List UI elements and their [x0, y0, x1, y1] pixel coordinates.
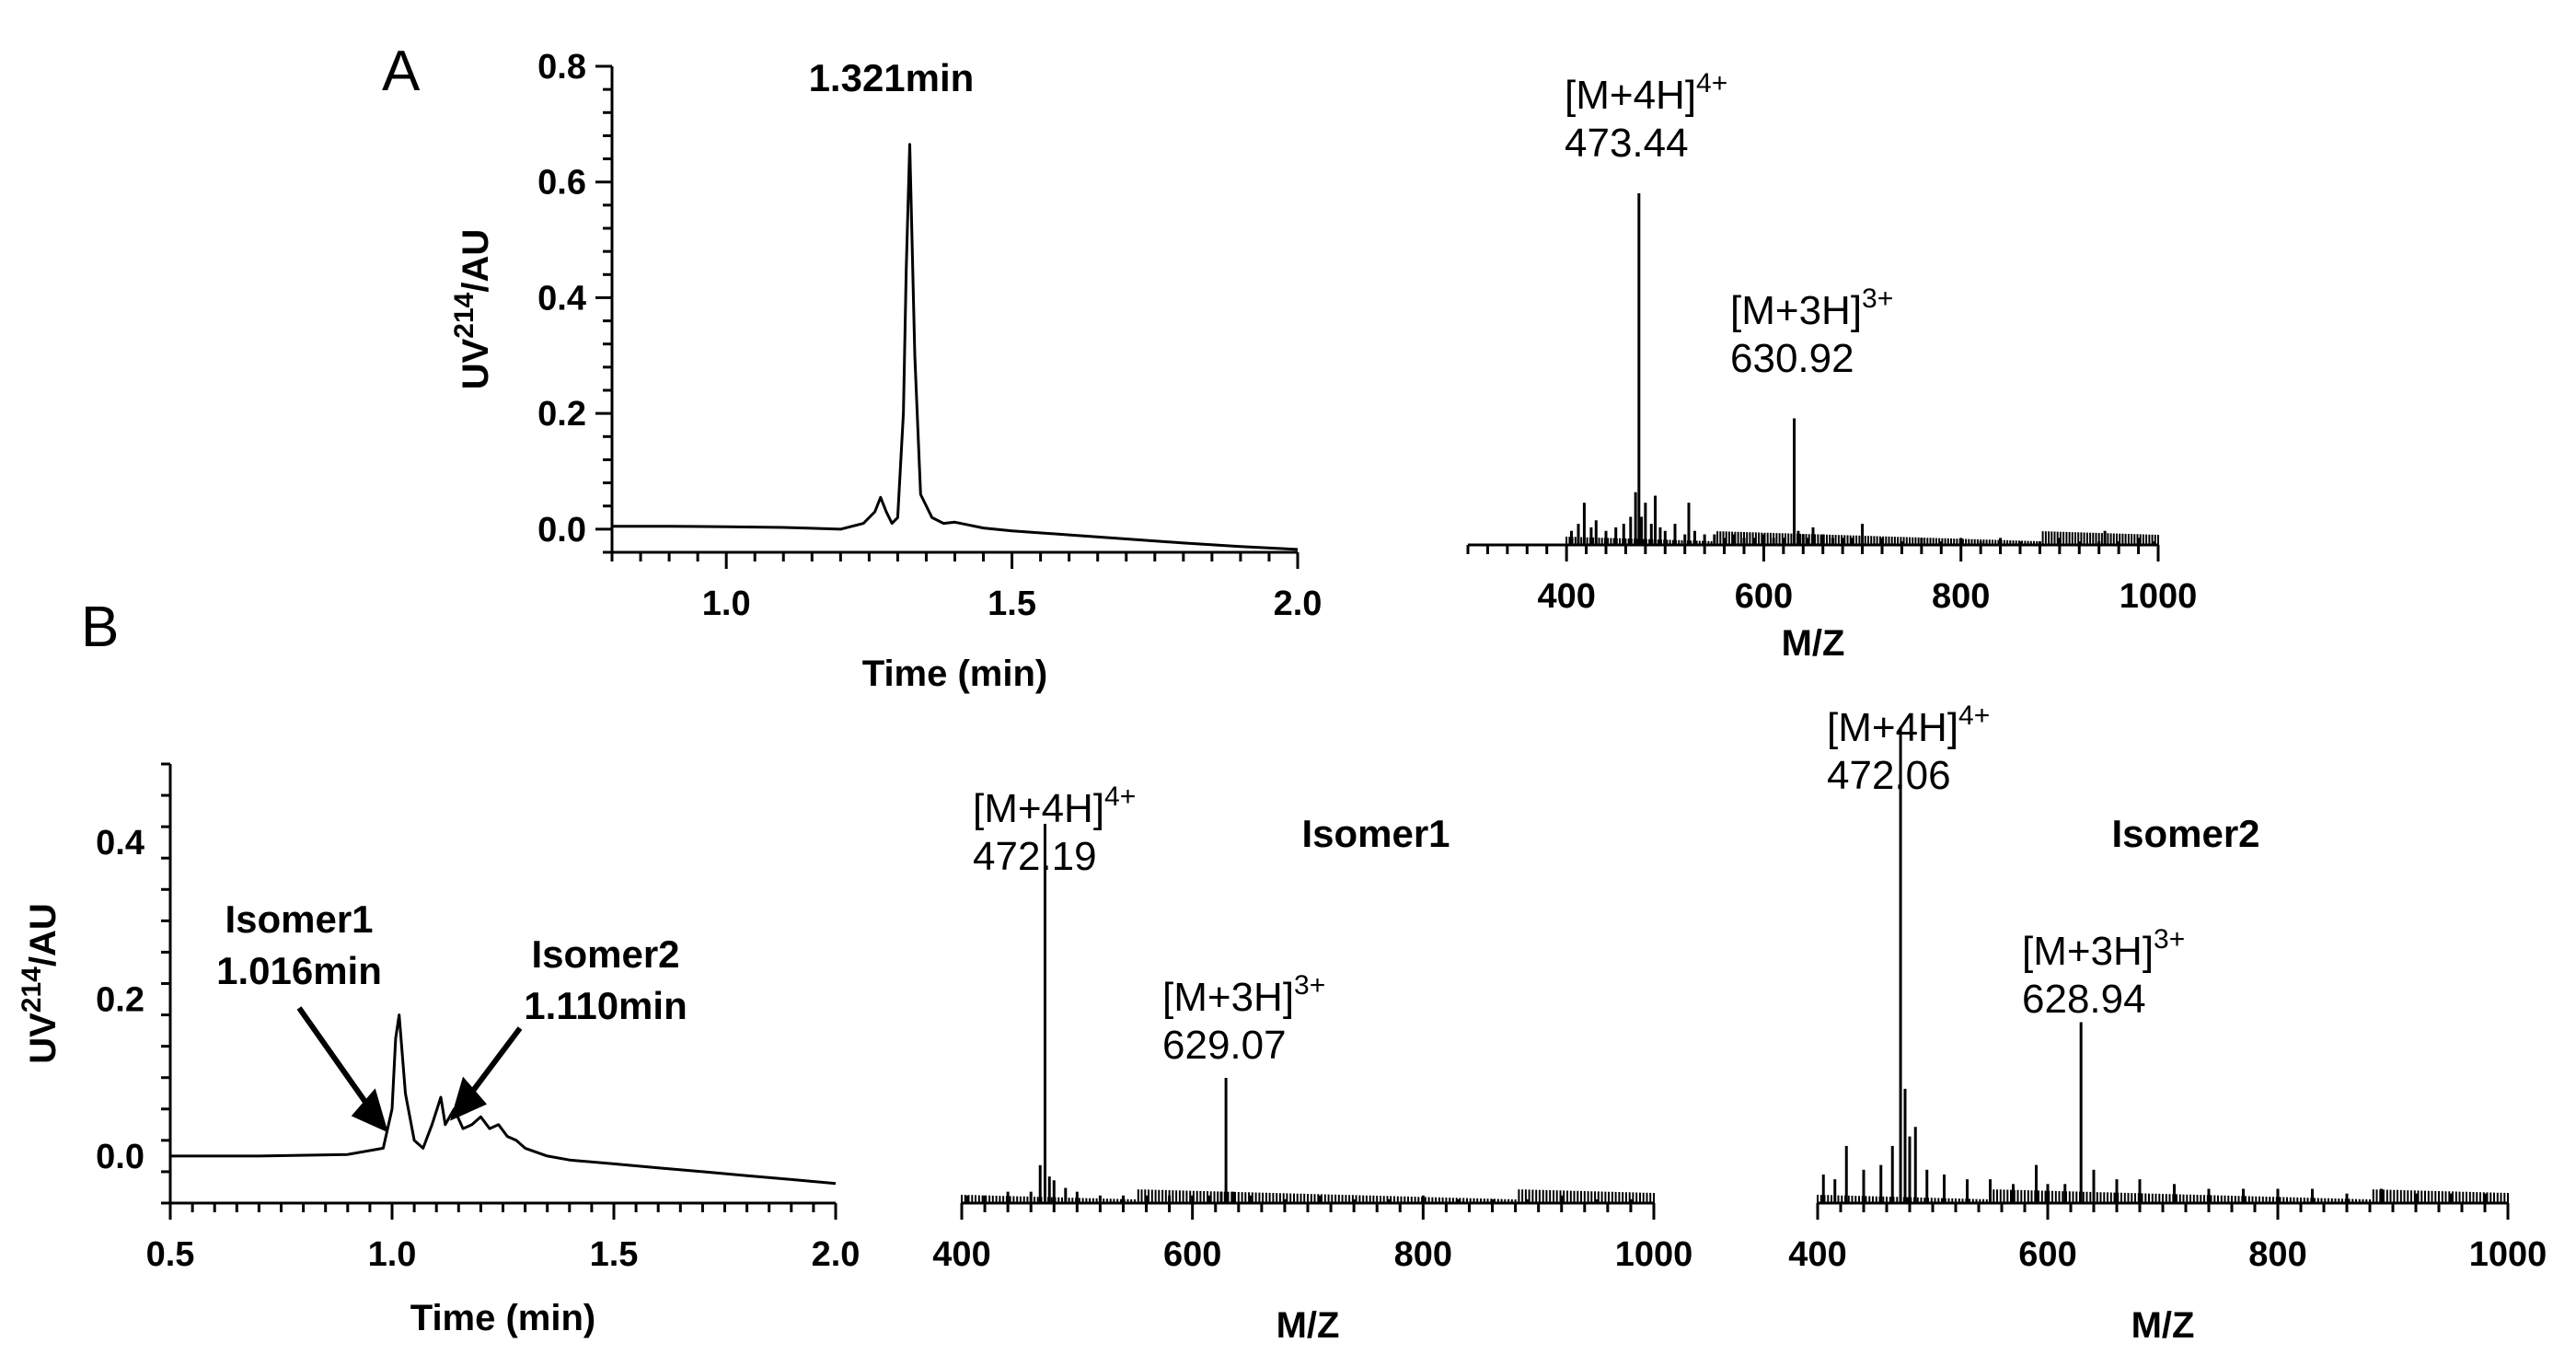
isomer1-time: 1.016min: [216, 949, 382, 992]
panel-label-a: A: [382, 40, 421, 103]
ion-charge: 4+: [1104, 781, 1136, 812]
peak-label: 1.321min: [809, 56, 975, 99]
ion-label: [M+4H]4+: [973, 781, 1136, 831]
y-axis-title: UV214/AU: [17, 903, 64, 1064]
isomer2-time: 1.110min: [524, 984, 687, 1027]
x-tick-label: 800: [2248, 1235, 2306, 1274]
isomer1-arrowhead: [351, 1088, 388, 1133]
chart-B-ms2: 400 600 800 1000M/Z[M+4H]4+472.06[M+3H]3+62…: [1788, 700, 2547, 1346]
ion-label: [M+3H]3+: [2022, 924, 2185, 974]
y-tick-label: 0.8: [537, 48, 586, 87]
x-tick-label: 1000: [2469, 1235, 2547, 1274]
x-axis-title: Time (min): [410, 1298, 596, 1338]
x-tick-label: 600: [2018, 1235, 2076, 1274]
y-tick-label: 0.0: [537, 511, 586, 550]
ion-charge: 4+: [1696, 68, 1727, 98]
chromatogram-trace: [170, 1013, 837, 1186]
chart-B-chrom: 0.5 1.0 1.5 2.0 Time (min) 0.0 0.2 0.4 UV214/AU I…: [17, 762, 861, 1338]
spectrum-title: Isomer2: [2111, 812, 2259, 855]
spectrum-noise: [1565, 531, 2159, 545]
chart-A-ms: 400 600 800 1000M/Z[M+4H]4+473.44[M+3H]3+63…: [1466, 68, 2198, 664]
ion-mz-value: 472.06: [1827, 753, 1951, 798]
y-axis-title-sup: 214: [449, 292, 479, 338]
ion-mz-value: 628.94: [2022, 977, 2146, 1022]
x-tick-label: 800: [1932, 577, 1990, 616]
isomer1-name: Isomer1: [225, 897, 373, 941]
ion-label: [M+4H]4+: [1827, 700, 1990, 750]
ion-mz-value: 630.92: [1730, 336, 1854, 381]
x-tick-label: 1.0: [368, 1235, 417, 1274]
y-tick-label: 0.2: [96, 981, 144, 1020]
ion-label: [M+3H]3+: [1730, 284, 1893, 333]
y-tick-label: 0.2: [537, 395, 586, 434]
x-tick-label: 1000: [1615, 1235, 1693, 1274]
x-tick-label: 2.0: [812, 1235, 861, 1274]
y-tick-label: 0.4: [537, 279, 586, 318]
spectrum-noise: [1817, 1189, 2509, 1203]
ion-name: [M+4H]: [973, 786, 1104, 831]
ion-label: [M+3H]3+: [1162, 970, 1325, 1020]
x-axis-title: M/Z: [1782, 623, 1845, 664]
isomer1-arrow: [296, 1006, 378, 1118]
chart-A-chrom: 1.0 1.5 2.0 Time (min) 0.0 0.2 0.4 0.6 0.8 UV214/…: [449, 48, 1322, 694]
x-tick-label: 600: [1163, 1235, 1221, 1274]
x-axis-title: M/Z: [1276, 1305, 1340, 1346]
x-tick-label: 1.5: [590, 1235, 639, 1274]
x-tick-label: 1.0: [702, 585, 751, 623]
chart-B-ms1: 400 600 800 1000 M/Z [M+4H]4+472.19 [M+3H]3+62…: [932, 781, 1692, 1346]
ion-charge: 4+: [1958, 700, 1990, 731]
ion-charge: 3+: [2154, 924, 2185, 955]
y-axis-title-tail: /AU: [23, 903, 64, 967]
spectrum-title: Isomer1: [1301, 812, 1450, 855]
spectrum-noise: [961, 1189, 1655, 1203]
y-axis-title-sup: 214: [17, 967, 47, 1013]
y-axis-title-main: UV: [23, 1013, 64, 1064]
ion-name: [M+3H]: [1162, 975, 1294, 1020]
x-tick-label: 400: [932, 1235, 990, 1274]
ion-mz-value: 472.19: [973, 834, 1097, 879]
ion-name: [M+4H]: [1827, 705, 1958, 750]
x-tick-label: 400: [1537, 577, 1595, 616]
x-tick-label: 600: [1735, 577, 1793, 616]
isomer2-arrowhead: [450, 1076, 488, 1121]
chromatogram-trace: [612, 143, 1299, 551]
x-tick-label: 400: [1788, 1235, 1846, 1274]
isomer2-name: Isomer2: [531, 932, 679, 976]
ion-charge: 3+: [1294, 970, 1325, 1001]
ion-name: [M+3H]: [2022, 929, 2154, 974]
x-tick-label: 1.5: [988, 585, 1036, 623]
y-axis-title-main: UV: [456, 338, 496, 389]
ion-mz-value: 473.44: [1565, 121, 1689, 166]
ion-mz-value: 629.07: [1162, 1023, 1287, 1068]
x-tick-label: 0.5: [146, 1235, 195, 1274]
y-tick-label: 0.6: [537, 164, 586, 203]
x-tick-label: 2.0: [1274, 585, 1323, 623]
ion-label: [M+4H]4+: [1565, 68, 1727, 118]
y-tick-label: 0.0: [96, 1138, 144, 1176]
x-tick-label: 800: [1394, 1235, 1452, 1274]
x-axis-title: M/Z: [2131, 1305, 2195, 1346]
ion-name: [M+3H]: [1730, 288, 1862, 333]
x-tick-label: 1000: [2120, 577, 2198, 616]
x-axis-title: Time (min): [862, 654, 1048, 694]
ion-charge: 3+: [1862, 284, 1893, 314]
y-axis-title-tail: /AU: [456, 229, 496, 293]
ion-name: [M+4H]: [1565, 73, 1696, 118]
y-tick-label: 0.4: [96, 824, 144, 862]
panel-label-b: B: [81, 596, 119, 659]
y-axis-title: UV214/AU: [449, 229, 496, 390]
